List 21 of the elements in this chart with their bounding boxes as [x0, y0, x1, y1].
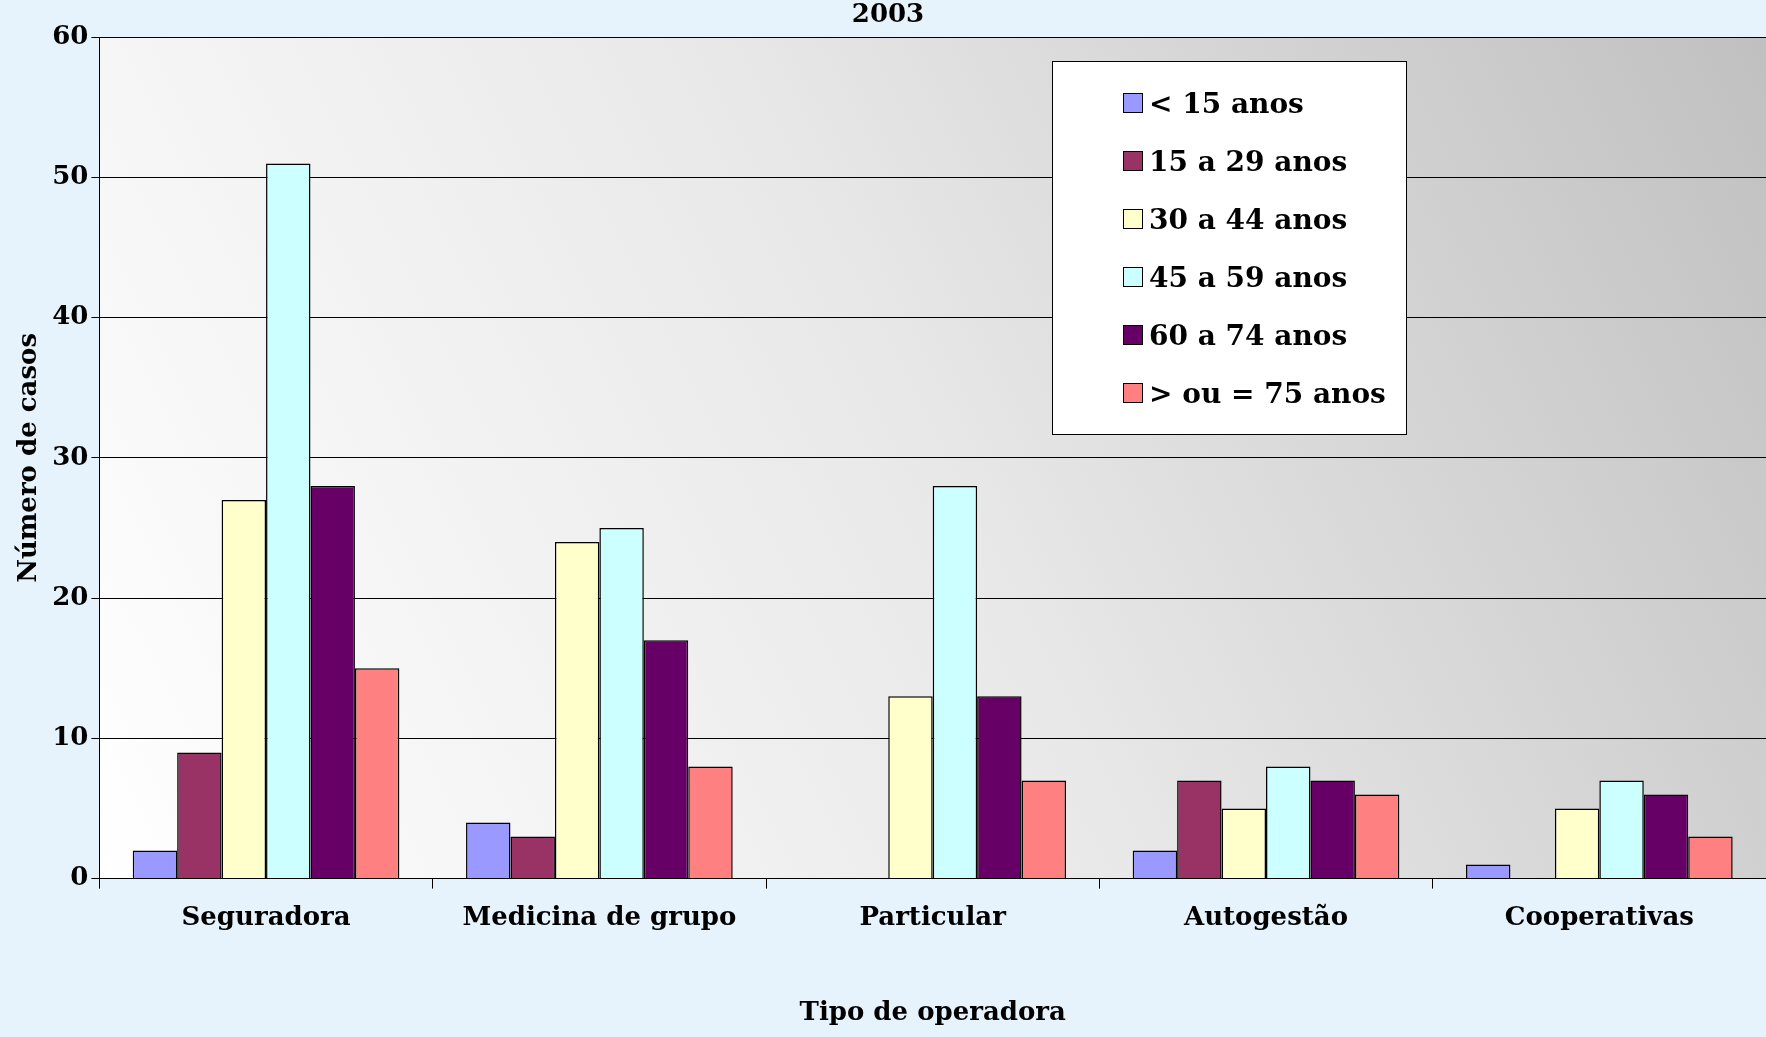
legend-label: > ou = 75 anos: [1149, 376, 1386, 410]
x-tick-label: Cooperativas: [1504, 900, 1694, 931]
legend-label: 60 a 74 anos: [1149, 318, 1348, 352]
y-tick-label: 60: [52, 19, 89, 50]
y-tick-label: 0: [70, 861, 89, 892]
legend-label: 15 a 29 anos: [1149, 144, 1348, 178]
y-tick-label: 20: [52, 580, 89, 611]
x-tick-label: Particular: [859, 900, 1007, 931]
legend-label: 30 a 44 anos: [1149, 202, 1348, 236]
y-tick-label: 40: [52, 300, 89, 331]
chart-title: 2003: [851, 0, 925, 29]
x-tick-label: Medicina de grupo: [462, 900, 737, 931]
x-tick-label: Autogestão: [1183, 900, 1349, 931]
legend-label: 45 a 59 anos: [1149, 260, 1348, 294]
y-tick-label: 50: [52, 160, 89, 191]
y-tick-label: 30: [52, 440, 89, 471]
y-axis-title: Número de casos: [12, 332, 43, 583]
y-tick-label: 10: [52, 721, 89, 752]
x-tick-label: Seguradora: [181, 900, 351, 931]
x-axis-title: Tipo de operadora: [799, 996, 1066, 1027]
legend-label: < 15 anos: [1149, 86, 1304, 120]
